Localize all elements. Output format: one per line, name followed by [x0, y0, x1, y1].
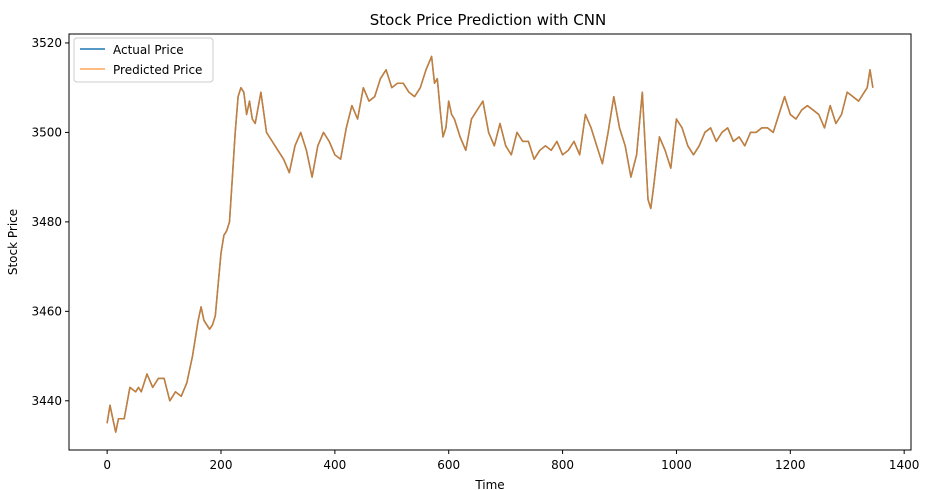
- legend-box: [73, 37, 214, 83]
- y-axis-label: Stock Price: [6, 209, 20, 275]
- y-axis: 3440 3460 3480 3500 3520: [31, 36, 69, 408]
- chart-title: Stock Price Prediction with CNN: [370, 11, 606, 29]
- x-tick-label: 1400: [889, 458, 920, 472]
- y-tick-label: 3480: [31, 215, 62, 229]
- y-tick-label: 3460: [31, 304, 62, 318]
- x-tick-label: 600: [437, 458, 460, 472]
- x-tick-label: 800: [551, 458, 574, 472]
- x-axis: 0 200 400 600 800 1000 1200 1400: [103, 450, 919, 472]
- x-tick-label: 0: [103, 458, 111, 472]
- axes-frame: [68, 33, 912, 451]
- x-tick-label: 1200: [775, 458, 806, 472]
- series-line-predicted-price: [106, 55, 874, 433]
- x-tick-label: 200: [210, 458, 233, 472]
- legend: Actual Price Predicted Price: [73, 37, 214, 83]
- x-tick-label: 1000: [661, 458, 692, 472]
- x-axis-label: Time: [474, 478, 504, 490]
- y-tick-label: 3500: [31, 125, 62, 139]
- y-tick-label: 3520: [31, 36, 62, 50]
- y-tick-label: 3440: [31, 394, 62, 408]
- plot-area: [68, 33, 912, 451]
- x-tick-label: 400: [323, 458, 346, 472]
- legend-label-predicted-price: Predicted Price: [113, 63, 202, 77]
- legend-label-actual-price: Actual Price: [113, 43, 184, 57]
- series-layer: [106, 55, 874, 433]
